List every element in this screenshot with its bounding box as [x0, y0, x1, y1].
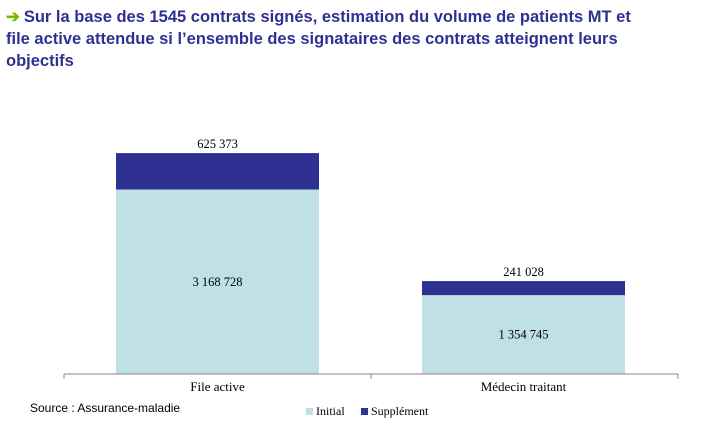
title-line-3: objectifs	[6, 52, 74, 70]
arrow-right-icon: ➔	[6, 8, 20, 26]
title-line-1: ➔ Sur la base des 1545 contrats signés, e…	[6, 8, 631, 26]
legend: Initial Supplément	[306, 404, 429, 418]
legend-label-0: Initial	[316, 404, 345, 418]
label-supplement-1: 241 028	[503, 265, 544, 279]
legend-label-1: Supplément	[371, 404, 429, 418]
page-title: ➔ Sur la base des 1545 contrats signés, e…	[6, 6, 712, 72]
source-note: Source : Assurance-maladie	[30, 401, 181, 415]
label-initial-1: 1 354 745	[499, 328, 549, 342]
bar-initial-1	[422, 295, 625, 374]
label-initial-0: 3 168 728	[193, 275, 243, 289]
legend-swatch-0	[306, 408, 313, 415]
bar-supplement-0	[116, 153, 319, 190]
x-tick-label-1: Médecin traitant	[481, 379, 567, 394]
title-line-2: file active attendue si l’ensemble des s…	[6, 30, 618, 48]
bar-supplement-1	[422, 281, 625, 296]
label-supplement-0: 625 373	[197, 137, 238, 151]
bar-initial-0	[116, 189, 319, 374]
x-tick-labels: File active Médecin traitant	[190, 379, 566, 394]
x-tick-label-0: File active	[190, 379, 245, 394]
bars-group: 3 168 728 625 373 1 354 745 241 028	[116, 137, 625, 374]
legend-swatch-1	[361, 408, 368, 415]
